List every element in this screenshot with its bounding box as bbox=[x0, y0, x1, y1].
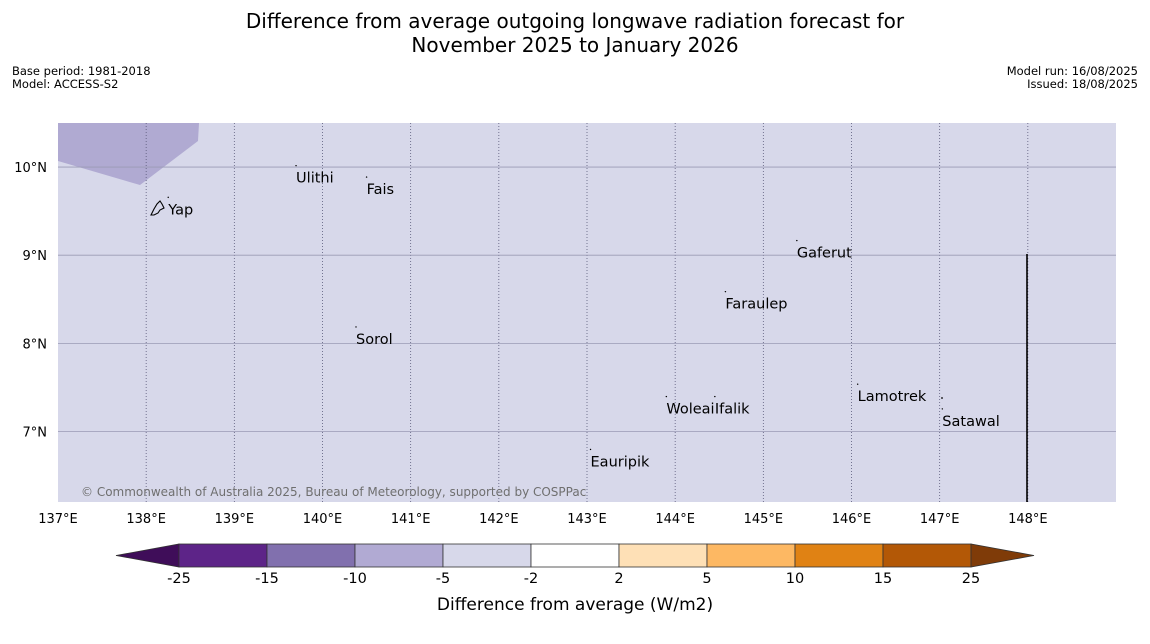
island-marker bbox=[724, 290, 727, 293]
anomaly-patch bbox=[58, 123, 199, 185]
lon-tick-label: 140°E bbox=[303, 512, 343, 527]
title-line-2: November 2025 to January 2026 bbox=[411, 33, 739, 57]
lon-tick-label: 145°E bbox=[744, 512, 784, 527]
lon-tick-label: 146°E bbox=[832, 512, 872, 527]
reef-dot bbox=[941, 397, 943, 399]
island-marker bbox=[856, 383, 859, 385]
base-period-text: Base period: 1981-2018 bbox=[12, 64, 151, 78]
colorbar-tick: 15 bbox=[874, 571, 892, 587]
colorbar-segment bbox=[530, 543, 620, 568]
colorbar-extend-high bbox=[970, 543, 1035, 568]
place-label-fais: Fais bbox=[367, 182, 394, 198]
lat-tick-label: 8°N bbox=[23, 337, 48, 352]
island-marker bbox=[365, 176, 368, 178]
longitude-tick-labels: 137°E 138°E 139°E 140°E 141°E 142°E 143°E 144°E… bbox=[38, 512, 1047, 527]
map-gridlines bbox=[58, 123, 1116, 502]
latitude-tick-labels: 10°N 9°N 8°N 7°N bbox=[14, 161, 47, 440]
colorbar-segment bbox=[618, 543, 708, 568]
colorbar-tick: -15 bbox=[255, 571, 279, 587]
place-labels: Yap Ulithi Fais Gaferut Faraulep Sorol Lamotre… bbox=[167, 164, 1000, 470]
place-label-ulithi: Ulithi bbox=[296, 171, 334, 187]
island-marker bbox=[796, 239, 798, 242]
place-label-lamotrek: Lamotrek bbox=[858, 389, 927, 405]
colorbar-tick-labels: -25 -15 -10 -5 -2 2 5 10 15 25 bbox=[167, 571, 980, 587]
island-marker bbox=[295, 164, 297, 167]
place-label-woleai: Woleai bbox=[666, 402, 714, 418]
issued-text: Issued: 18/08/2025 bbox=[1027, 77, 1138, 91]
colorbar-segment bbox=[178, 543, 268, 568]
island-marker bbox=[714, 395, 716, 398]
lon-tick-label: 144°E bbox=[655, 512, 695, 527]
colorbar-tick: -2 bbox=[524, 571, 538, 587]
colorbar-tick: 2 bbox=[614, 571, 623, 587]
place-label-satawal: Satawal bbox=[942, 414, 999, 430]
lat-tick-label: 7°N bbox=[23, 425, 48, 440]
map-title: Difference from average outgoing longwav… bbox=[0, 9, 1150, 57]
colorbar-segment bbox=[794, 543, 884, 568]
title-line-1: Difference from average outgoing longwav… bbox=[245, 9, 905, 33]
copyright-text: © Commonwealth of Australia 2025, Bureau… bbox=[81, 485, 586, 499]
colorbar-segment bbox=[706, 543, 796, 568]
place-label-faraulep: Faraulep bbox=[725, 297, 787, 313]
run-info: Model run: 16/08/2025 Issued: 18/08/2025 bbox=[1007, 65, 1138, 91]
colorbar-segment bbox=[882, 543, 972, 568]
island-marker bbox=[589, 448, 592, 451]
place-label-ifalik: Ifalik bbox=[715, 402, 750, 418]
colorbar bbox=[115, 543, 1035, 568]
lon-tick-label: 139°E bbox=[215, 512, 255, 527]
island-marker bbox=[167, 196, 169, 199]
island-marker bbox=[665, 395, 668, 398]
yap-island-shape bbox=[150, 200, 165, 216]
colorbar-tick: 25 bbox=[962, 571, 980, 587]
lat-tick-label: 10°N bbox=[14, 161, 47, 176]
place-label-eauripik: Eauripik bbox=[591, 454, 650, 470]
colorbar-segment bbox=[266, 543, 356, 568]
base-info: Base period: 1981-2018 Model: ACCESS-S2 bbox=[12, 65, 151, 91]
model-text: Model: ACCESS-S2 bbox=[12, 77, 119, 91]
lon-tick-label: 137°E bbox=[38, 512, 78, 527]
place-label-gaferut: Gaferut bbox=[797, 246, 852, 262]
model-run-text: Model run: 16/08/2025 bbox=[1006, 64, 1138, 78]
colorbar-segment bbox=[442, 543, 532, 568]
colorbar-tick: -10 bbox=[343, 571, 367, 587]
lon-tick-label: 147°E bbox=[920, 512, 960, 527]
colorbar-tick: 10 bbox=[786, 571, 804, 587]
lon-tick-label: 138°E bbox=[126, 512, 166, 527]
lon-tick-label: 141°E bbox=[391, 512, 431, 527]
colorbar-title: Difference from average (W/m2) bbox=[437, 595, 713, 615]
lat-tick-label: 9°N bbox=[23, 249, 48, 264]
colorbar-tick: 5 bbox=[702, 571, 711, 587]
colorbar-tick: -5 bbox=[436, 571, 450, 587]
island-marker bbox=[355, 326, 357, 328]
lon-tick-label: 148°E bbox=[1008, 512, 1048, 527]
island-marker bbox=[941, 408, 944, 410]
colorbar-segment bbox=[354, 543, 444, 568]
colorbar-extend-low bbox=[115, 543, 180, 568]
lon-tick-label: 143°E bbox=[567, 512, 607, 527]
place-label-sorol: Sorol bbox=[356, 332, 393, 348]
colorbar-tick: -25 bbox=[167, 571, 191, 587]
lon-tick-label: 142°E bbox=[479, 512, 519, 527]
place-label-yap: Yap bbox=[167, 202, 193, 218]
